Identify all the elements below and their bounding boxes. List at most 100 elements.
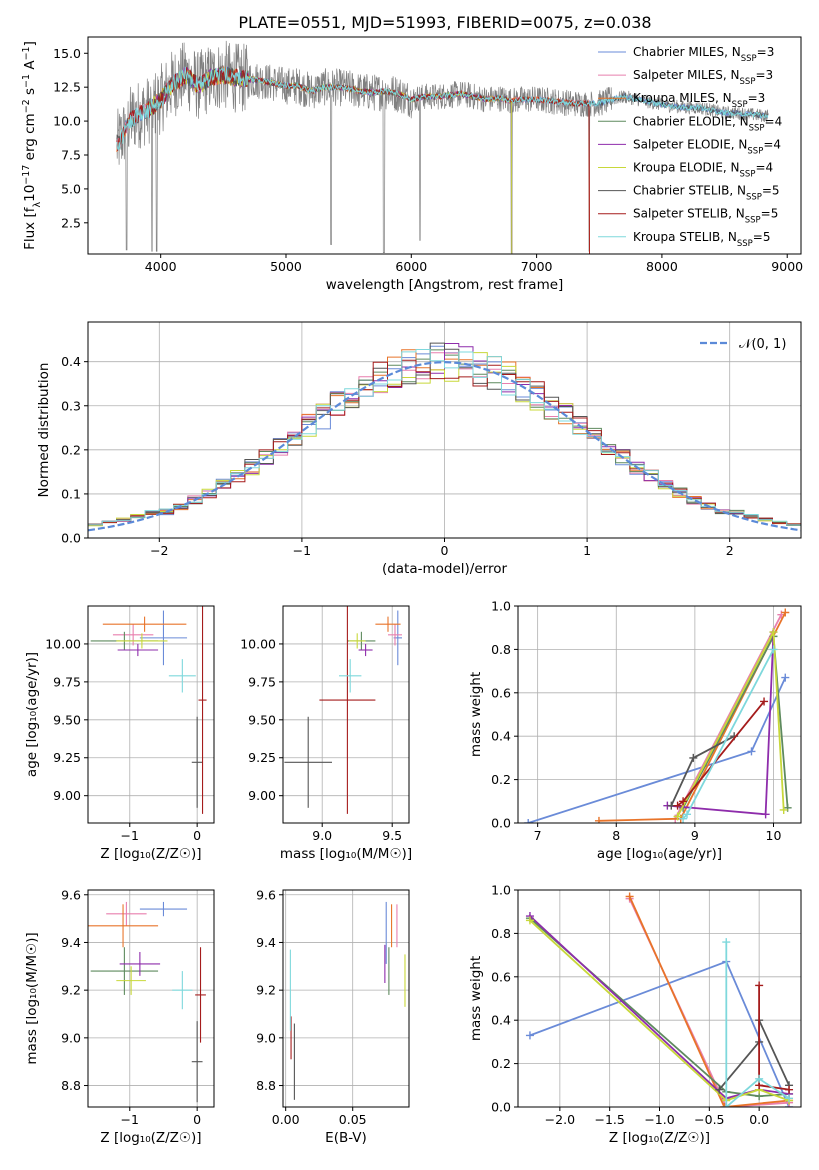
legend-label: Kroupa STELIB, NSSP=5 [633,230,771,249]
legend-label: 𝒩(0, 1) [739,337,786,352]
legend-label-subscript: SSP [745,216,761,226]
x-tick-label: 9.0 [312,828,332,843]
y-tick-label: 9.75 [53,674,81,689]
x-tick-label: 9 [691,828,699,843]
plot-area [284,606,402,814]
y-tick-label: 0.4 [491,1013,511,1028]
legend-label-suffix: =3 [757,45,775,59]
y-axis-label-part: erg cm [22,113,38,164]
histogram-salpeter_stelib [88,359,801,525]
massweight-marker-salpeter_stelib [760,697,769,706]
x-tick-label: 7 [534,828,542,843]
x-tick-label: 9.5 [382,828,402,843]
panel-age-vs-Z: −1 0 9.00 9.25 9.50 9.75 10.00 Z [log₁₀(Z/Z☉)] a… [24,605,215,862]
y-tick-label: 10.00 [240,636,276,651]
panel-mass-vs-Z: −1 0 8.8 9.0 9.2 9.4 9.6 Z [log₁₀(Z/Z☉)] mass [l… [24,887,215,1146]
x-axis-label: (data-model)/error [382,561,508,577]
massweight-marker-kroupa_miles [594,816,603,823]
y-tick-label: 9.0 [256,1030,276,1045]
y-tick-label: 0.0 [491,816,511,831]
legend-label-text: Kroupa MILES, N [633,91,732,105]
y-tick-label: 8.8 [256,1078,276,1093]
x-tick-label: 0.00 [272,1112,300,1127]
y-tick-label: 9.2 [256,983,276,998]
massweight-marker-salpeter_stelib [673,801,682,810]
y-tick-label: 0.1 [61,486,81,501]
y-axis-label: mass weight [468,672,484,757]
y-tick-label: 0.6 [491,969,511,984]
massweight-marker-kroupa_elodie [673,812,682,821]
x-tick-label: 0 [441,543,449,558]
massweight-marker-salpeter_elodie [761,810,770,819]
x-tick-label: −1 [121,1112,139,1127]
y-axis-label: age [log₁₀(age/yr)] [24,652,40,777]
x-tick-label: 7000 [521,259,553,274]
x-tick-label: 0 [193,828,201,843]
y-tick-label: 0.8 [491,926,511,941]
legend-label-suffix: =4 [763,137,781,151]
histogram-kroupa_stelib [88,349,801,526]
x-axis-label: age [log₁₀(age/yr)] [597,846,722,862]
panel-spectrum: 4000 5000 6000 7000 8000 9000 2.5 5.0 7.5 10.0 12.… [21,36,803,293]
massweight-marker-chabrier_miles [524,819,533,823]
x-axis-label: wavelength [Angstrom, rest frame] [326,277,564,293]
massweight-marker-salpeter_stelib [785,1085,794,1094]
massweight-marker-chabrier_miles [747,747,756,756]
y-tick-label: 0.2 [491,772,511,787]
x-axis-label: mass [log₁₀(M/M☉)] [280,846,412,862]
x-tick-label: −0.5 [694,1112,724,1127]
plot-area [524,608,792,823]
legend-label-suffix: =3 [748,91,766,105]
massweight-line-salpeter_miles [674,614,783,820]
legend-label-text: Chabrier ELODIE, N [633,114,749,128]
massweight-marker-chabrier_miles [525,1031,534,1040]
y-axis-label: mass [log₁₀(M/M☉)] [24,932,40,1064]
x-tick-label: 1 [583,543,591,558]
massweight-marker-chabrier_stelib [715,1085,724,1094]
x-tick-label: −1 [121,828,139,843]
x-tick-label: −2 [150,543,168,558]
massweight-marker-kroupa_miles [720,1103,729,1107]
massweight-marker-kroupa_miles [625,892,634,901]
massweight-marker-kroupa_stelib [722,1103,731,1107]
y-tick-label: 9.6 [256,887,276,902]
massweight-marker-salpeter_stelib [755,981,764,990]
massweight-marker-chabrier_miles [781,673,790,682]
x-axis-label: Z [log₁₀(Z/Z☉)] [100,846,201,862]
legend-label-suffix: =5 [761,207,779,221]
massweight-marker-chabrier_stelib [689,753,698,762]
x-tick-label: −1 [293,543,311,558]
legend-label: Kroupa ELODIE, NSSP=4 [633,161,773,180]
axes-frame [282,605,410,824]
legend-label-subscript: SSP [740,170,756,180]
x-axis-label: E(B-V) [325,1130,367,1146]
x-axis-label: Z [log₁₀(Z/Z☉)] [609,1130,710,1146]
y-tick-label: 1.0 [491,883,511,898]
legend-label-subscript: SSP [746,193,762,203]
axes-frame [517,605,802,824]
legend-label-subscript: SSP [737,239,753,249]
massweight-marker-kroupa_stelib [679,814,688,823]
y-tick-label: 9.75 [248,674,276,689]
legend-label-text: Kroupa ELODIE, N [633,161,740,175]
panel-massweight-vs-Z: −2.0 −1.5 −1.0 −0.5 0.0 0.0 0.2 0.4 0.6 0.8 1.0 Z [… [468,883,802,1146]
legend-label-text: Chabrier MILES, N [633,45,741,59]
massweight-marker-kroupa_stelib [755,1074,764,1083]
y-axis-label-part: −1 [21,74,32,88]
x-tick-label: 8000 [646,259,678,274]
legend-label: Chabrier MILES, NSSP=3 [633,45,774,64]
plot-area [90,606,207,814]
histogram-kroupa_elodie [88,351,801,527]
plot-area [289,901,406,1100]
x-tick-label: 5000 [270,259,302,274]
y-axis-label-part: ] [22,41,38,46]
y-tick-label: 9.00 [53,788,81,803]
legend-label-suffix: =3 [755,68,773,82]
y-tick-label: 9.50 [53,712,81,727]
massweight-marker-kroupa_elodie [769,628,778,637]
massweight-marker-kroupa_stelib [683,810,692,819]
panel-residual-distribution: −2 −1 0 1 2 0.0 0.1 0.2 0.3 0.4 (data-model)/error… [36,321,802,577]
figure-title: PLATE=0551, MJD=51993, FIBERID=0075, z=0… [238,13,651,32]
axes-frame [282,889,410,1108]
y-tick-label: 0.4 [61,354,81,369]
